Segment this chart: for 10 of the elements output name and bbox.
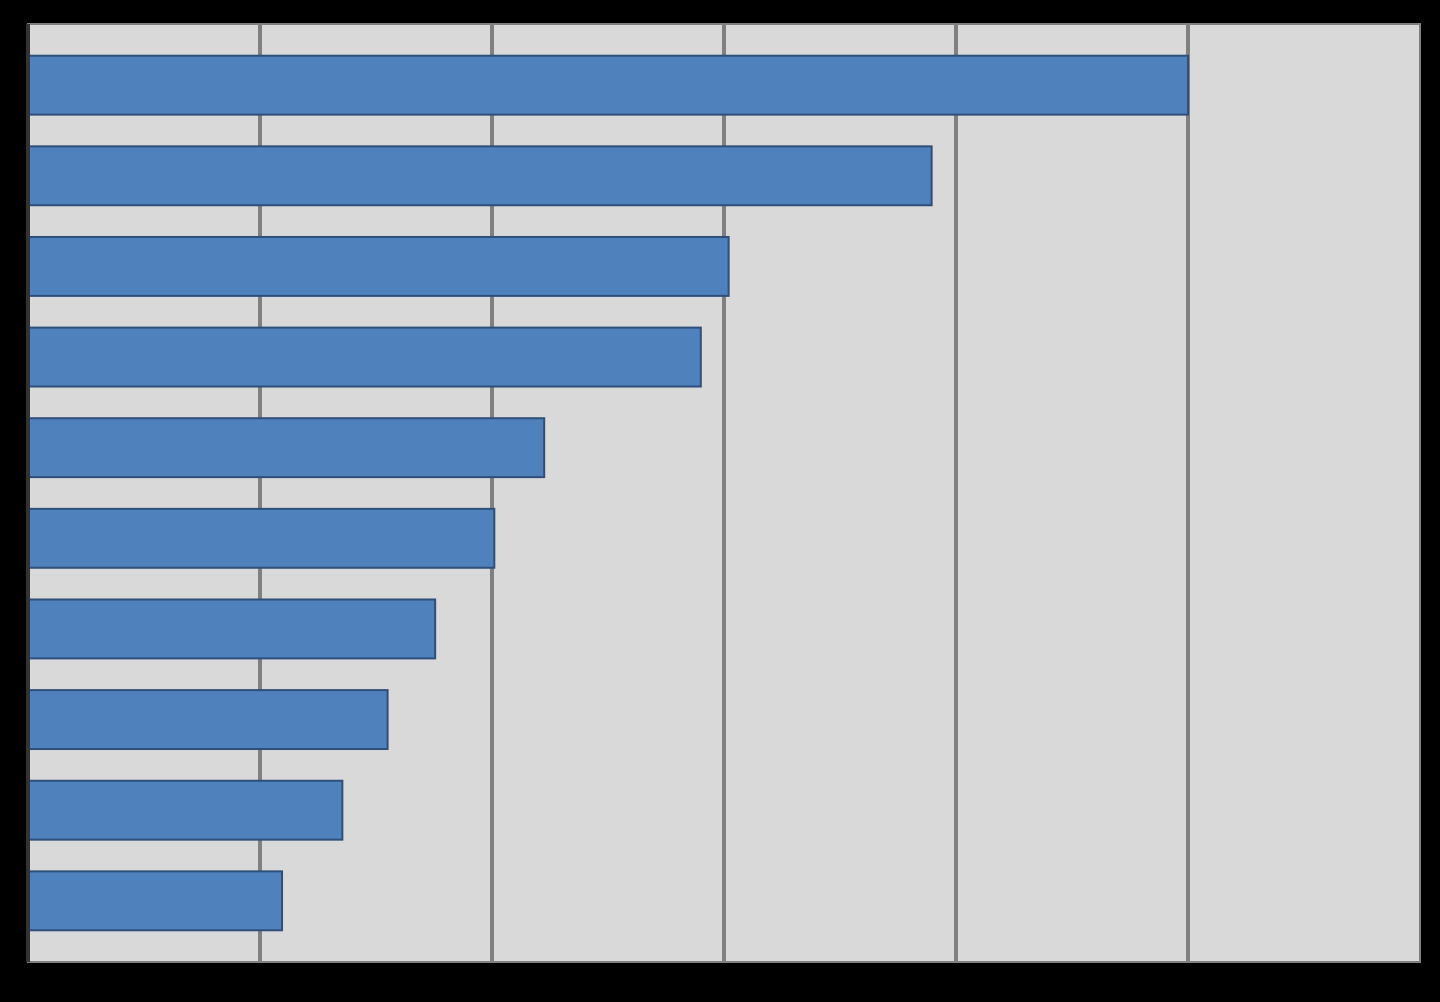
bar	[27, 145, 933, 207]
bar	[27, 235, 730, 297]
bar	[27, 417, 546, 479]
bar	[27, 689, 389, 751]
bar	[27, 326, 702, 388]
bar	[27, 779, 344, 841]
bar	[27, 507, 496, 569]
bar	[27, 598, 437, 660]
bar	[27, 870, 284, 932]
bar	[27, 54, 1189, 116]
